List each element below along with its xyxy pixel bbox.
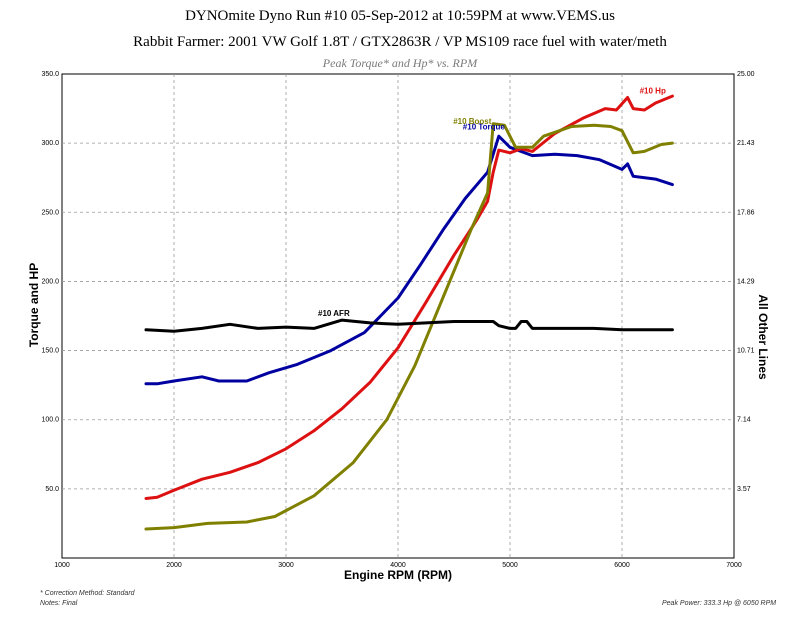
x-tick-label: 3000 [278, 562, 294, 569]
y2-tick-label: 21.43 [737, 140, 755, 147]
series-label-2: #10 Boost [453, 117, 492, 126]
x-tick-label: 6000 [614, 562, 630, 569]
y2-tick-label: 25.00 [737, 71, 755, 78]
series-line-1 [144, 94, 674, 500]
x-tick-label: 5000 [502, 562, 518, 569]
x-tick-label: 1000 [54, 562, 70, 569]
x-tick-label: 2000 [166, 562, 182, 569]
y2-tick-label: 3.57 [737, 486, 751, 493]
y-tick-label: 150.0 [41, 348, 59, 355]
series-label-1: #10 Hp [640, 87, 666, 96]
y-tick-label: 200.0 [41, 278, 59, 285]
chart-subtitle: Rabbit Farmer: 2001 VW Golf 1.8T / GTX28… [133, 34, 667, 50]
x-tick-label: 7000 [726, 562, 742, 569]
y2-tick-label: 14.29 [737, 278, 755, 285]
y2-axis-label: All Other Lines [756, 294, 770, 380]
y-axis-label: Torque and HP [27, 263, 41, 347]
y2-tick-label: 7.14 [737, 417, 751, 424]
series-label-3: #10 AFR [318, 309, 350, 318]
y-tick-label: 50.0 [45, 486, 59, 493]
peak-power-note: Peak Power: 333.3 Hp @ 6050 RPM [662, 600, 777, 607]
y-tick-label: 100.0 [41, 417, 59, 424]
chart-caption: Peak Torque* and Hp* vs. RPM [322, 56, 478, 70]
y-tick-label: 300.0 [41, 140, 59, 147]
series-label-0: #10 Torque [463, 122, 506, 131]
notes-text: Notes: Final [40, 600, 78, 607]
y-tick-label: 250.0 [41, 209, 59, 216]
series-line-0 [144, 134, 674, 386]
chart-title: DYNOmite Dyno Run #10 05-Sep-2012 at 10:… [185, 8, 615, 24]
y2-tick-label: 10.71 [737, 348, 755, 355]
x-tick-label: 4000 [390, 562, 406, 569]
y-tick-label: 350.0 [41, 71, 59, 78]
correction-note: * Correction Method: Standard [40, 590, 135, 597]
y2-tick-label: 17.86 [737, 209, 755, 216]
series-line-2 [144, 122, 674, 531]
x-axis-label: Engine RPM (RPM) [344, 568, 452, 582]
series-line-3 [144, 318, 674, 333]
